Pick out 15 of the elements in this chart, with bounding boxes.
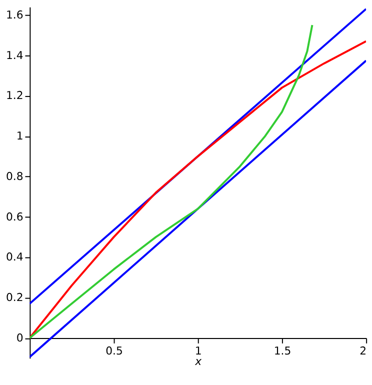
x-tick-label: 1	[194, 344, 202, 358]
x-axis-title: x	[194, 355, 202, 368]
y-tick-label: 1.6	[6, 8, 24, 22]
x-tick-label: 2	[360, 344, 367, 358]
y-tick-label: 0	[16, 331, 24, 344]
y-tick-label: 1.4	[6, 48, 24, 62]
y-tick-label: 0.2	[6, 291, 24, 304]
x-tick-label: 1.5	[274, 344, 292, 358]
line-series	[30, 24, 314, 339]
y-tick-label: 0.6	[6, 210, 24, 224]
y-tick-label: 0.4	[6, 250, 24, 264]
y-tick-label: 1.2	[6, 89, 24, 102]
y-tick-label: 0.8	[6, 170, 24, 183]
y-tick-label: 1	[16, 130, 24, 143]
x-tick-label: 0.5	[106, 344, 123, 358]
